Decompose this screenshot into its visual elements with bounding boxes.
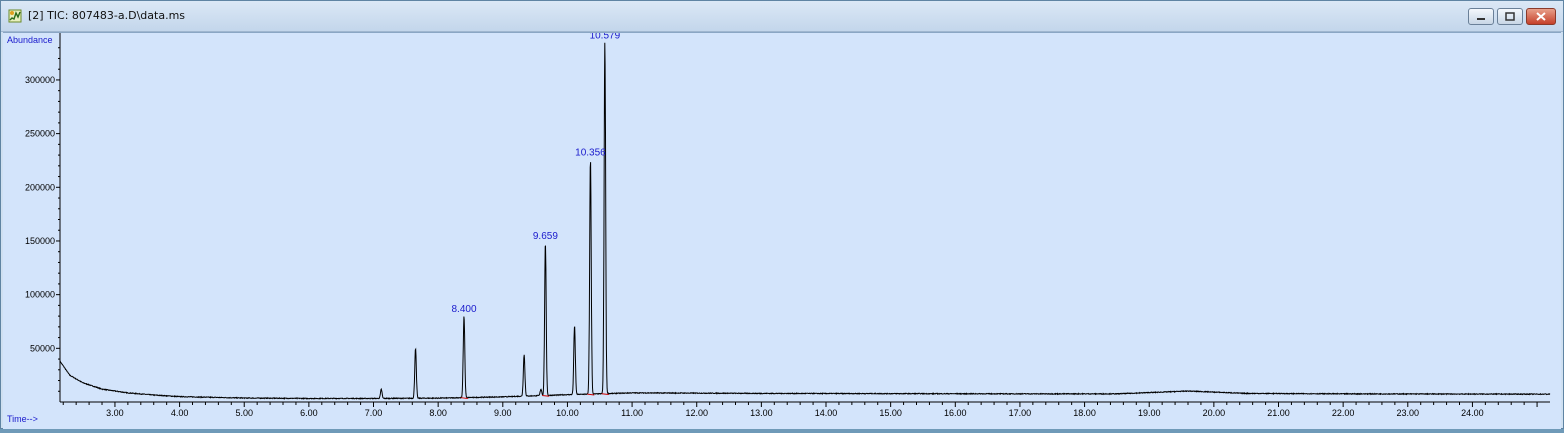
plot-area: 50000 100000 150000 200000 250000 300000 3.00… [3,30,1561,429]
x-tick-label: 3.00 [106,408,124,418]
x-tick-label: 5.00 [235,408,253,418]
x-tick-label: 15.00 [879,408,902,418]
peak-integration-line [460,397,468,400]
peak-integration-line [587,393,595,396]
x-tick-label: 18.00 [1073,408,1096,418]
chromatogram-chart: 50000 100000 150000 200000 250000 300000 3.00… [7,30,1551,424]
peak-integration-line [601,393,609,396]
x-tick-label: 7.00 [365,408,383,418]
chromatogram-app-icon [8,9,22,23]
x-axis-label: Time--> [7,414,38,424]
y-tick-label: 100000 [25,290,55,300]
x-tick-label: 8.00 [429,408,447,418]
close-button[interactable] [1526,8,1556,25]
x-tick-label: 21.00 [1267,408,1290,418]
x-tick-label: 12.00 [685,408,708,418]
window-title: [2] TIC: 807483-a.D\data.ms [28,9,186,22]
x-tick-label: 6.00 [300,408,318,418]
title-bar[interactable]: [2] TIC: 807483-a.D\data.ms [1,1,1563,32]
peak-label: 9.659 [533,231,558,242]
x-tick-label: 23.00 [1397,408,1420,418]
x-tick-label: 19.00 [1138,408,1161,418]
tic-trace [59,42,1551,401]
x-tick-label: 10.00 [556,408,579,418]
y-axis-label: Abundance [7,35,53,45]
x-tick-label: 13.00 [750,408,773,418]
x-tick-label: 20.00 [1203,408,1226,418]
close-icon [1536,12,1546,21]
integration-baselines [460,393,609,400]
x-axis-ticks: 3.00 4.00 5.00 6.00 7.00 8.00 9.00 10.00 11.00 12… [62,402,1538,418]
x-tick-label: 4.00 [171,408,189,418]
peak-label: 10.356 [575,147,606,158]
y-tick-label: 150000 [25,236,55,246]
maximize-button[interactable] [1497,8,1523,25]
x-tick-label: 17.00 [1009,408,1032,418]
y-tick-label: 200000 [25,182,55,192]
y-tick-label: 250000 [25,129,55,139]
y-tick-label: 300000 [25,75,55,85]
x-tick-label: 11.00 [621,408,643,418]
minimize-button[interactable] [1468,8,1494,25]
x-tick-label: 24.00 [1461,408,1484,418]
x-tick-label: 14.00 [815,408,838,418]
peak-label: 8.400 [451,304,476,315]
peak-integration-line [542,395,550,397]
y-axis-ticks: 50000 100000 150000 200000 250000 300000 [25,47,60,392]
x-tick-label: 9.00 [494,408,512,418]
peak-label: 10.579 [590,33,621,41]
maximize-icon [1505,12,1515,21]
minimize-icon [1477,18,1485,20]
x-tick-label: 22.00 [1332,408,1355,418]
x-tick-label: 16.00 [944,408,967,418]
peak-labels: 8.400 9.659 10.356 10.579 [451,30,621,315]
y-tick-label: 50000 [30,343,55,353]
